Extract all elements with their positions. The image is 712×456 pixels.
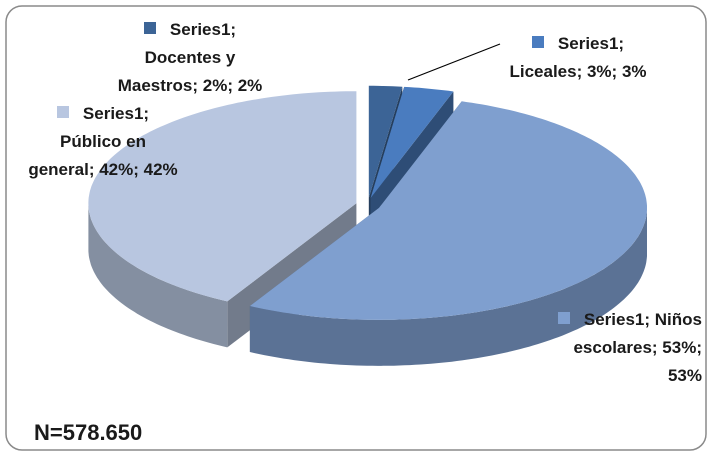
slice-wall — [88, 203, 228, 348]
label-part: 2% — [202, 76, 228, 95]
data-label: Series1; Público en general; 42%; 42% — [28, 104, 178, 179]
label-part: Público en general — [28, 132, 146, 179]
label-part — [56, 106, 69, 118]
slice — [249, 101, 647, 320]
slice-wall — [249, 207, 647, 366]
label-part: 2% — [237, 76, 263, 95]
label-part: Series1 — [82, 104, 144, 123]
label-part: 3% — [586, 62, 612, 81]
label-part: 42% — [143, 160, 178, 179]
label-part: Series1 — [557, 34, 619, 53]
label-part — [143, 22, 156, 34]
label-part: 3% — [621, 62, 647, 81]
label-part — [557, 312, 570, 324]
label-part: 42% — [99, 160, 134, 179]
label-part — [531, 36, 544, 48]
slice — [368, 85, 403, 198]
label-part: 53% — [667, 366, 702, 385]
label-part: Series1 — [169, 20, 231, 39]
slice — [370, 86, 454, 198]
leader-line — [407, 43, 501, 81]
label-part: Docentes y Maestros — [117, 48, 236, 95]
label-part: Liceales — [509, 62, 577, 81]
label-part: Series1 — [583, 310, 645, 329]
data-label: Series1; Liceales; 3%; 3% — [509, 34, 647, 81]
data-label: Series1; Niños escolares; 53%; 53% — [556, 306, 702, 390]
label-part: 53% — [662, 338, 697, 357]
slice — [88, 91, 357, 302]
data-label: Series1; Docentes y Maestros; 2%; 2% — [117, 20, 263, 95]
annotation: N=578.650 — [34, 420, 143, 445]
label-part: Niños escolares — [573, 310, 702, 357]
